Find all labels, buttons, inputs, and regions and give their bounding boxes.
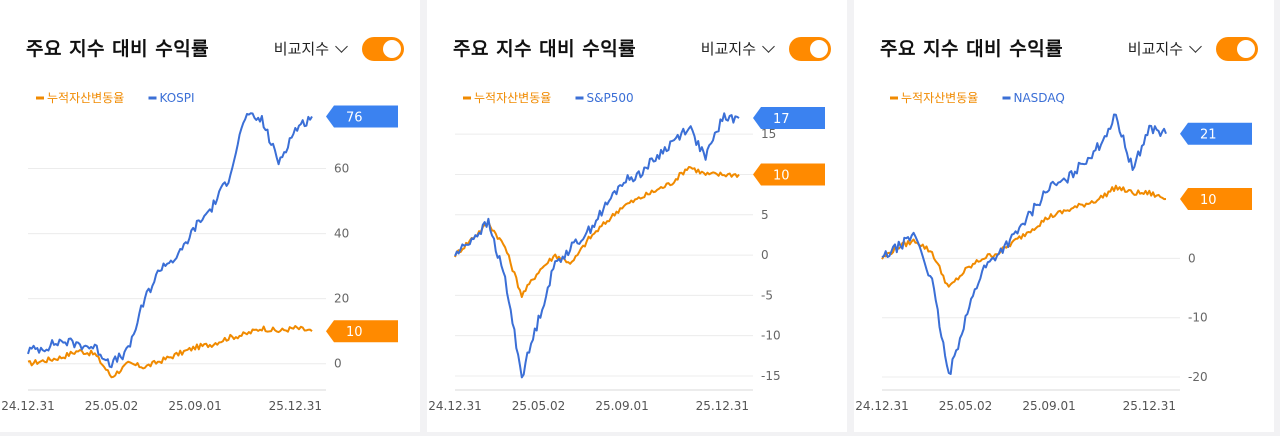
return-card: 주요 지수 대비 수익률 비교지수 0 20 40 60 24.12.31 25.05.0… bbox=[0, 0, 420, 432]
compare-index-dropdown[interactable]: 비교지수 bbox=[1128, 38, 1204, 59]
y-tick-label: -20 bbox=[1188, 370, 1208, 384]
legend-label: NASDAQ bbox=[1014, 91, 1065, 105]
x-tick-label: 25.09.01 bbox=[1022, 399, 1075, 413]
chevron-down-icon bbox=[1189, 40, 1202, 53]
compare-index-dropdown[interactable]: 비교지수 bbox=[701, 38, 777, 59]
legend-label: KOSPI bbox=[160, 91, 195, 105]
series-line-index bbox=[454, 112, 740, 379]
compare-toggle[interactable] bbox=[789, 37, 831, 61]
x-tick-label: 24.12.31 bbox=[855, 399, 908, 413]
x-tick-label: 25.09.01 bbox=[595, 399, 648, 413]
y-tick-label: -5 bbox=[761, 288, 773, 302]
toggle-knob bbox=[1237, 40, 1255, 58]
toggle-knob bbox=[810, 40, 828, 58]
x-tick-label: 25.12.31 bbox=[696, 399, 749, 413]
x-tick-label: 25.05.02 bbox=[512, 399, 565, 413]
y-tick-label: 15 bbox=[761, 127, 776, 141]
return-card: 주요 지수 대비 수익률 비교지수 0 -10 -20 24.12.31 25.05.0… bbox=[854, 0, 1274, 432]
y-tick-label: 0 bbox=[761, 248, 769, 262]
y-tick-label: 20 bbox=[334, 292, 349, 306]
series-line-portfolio bbox=[27, 325, 313, 379]
legend-label: 누적자산변동율 bbox=[474, 91, 551, 105]
y-tick-label: 40 bbox=[334, 227, 349, 241]
card-title: 주요 지수 대비 수익률 bbox=[453, 38, 637, 60]
end-value-label: 17 bbox=[773, 112, 790, 127]
series-line-index bbox=[881, 113, 1167, 375]
return-card: 주요 지수 대비 수익률 비교지수 15 10 5 0 -5 -10 -15 24.12.31… bbox=[427, 0, 847, 432]
y-tick-label: -15 bbox=[761, 369, 781, 383]
compare-index-label: 비교지수 bbox=[700, 40, 756, 58]
x-tick-label: 25.12.31 bbox=[269, 399, 322, 413]
card-title: 주요 지수 대비 수익률 bbox=[26, 38, 210, 60]
x-tick-label: 25.09.01 bbox=[168, 399, 221, 413]
series-line-portfolio bbox=[454, 166, 740, 298]
end-value-label: 10 bbox=[346, 325, 363, 340]
series-line-portfolio bbox=[881, 184, 1167, 288]
y-tick-label: 5 bbox=[761, 208, 769, 222]
x-tick-label: 25.05.02 bbox=[939, 399, 992, 413]
compare-index-dropdown[interactable]: 비교지수 bbox=[274, 38, 350, 59]
return-chart: 0 -10 -20 24.12.31 25.05.02 25.09.01 25.12.31 누… bbox=[855, 91, 1252, 413]
end-value-tag bbox=[1180, 188, 1252, 211]
end-value-tag bbox=[1180, 122, 1252, 145]
y-tick-label: -10 bbox=[1188, 311, 1208, 325]
x-tick-label: 24.12.31 bbox=[1, 399, 54, 413]
compare-index-label: 비교지수 bbox=[1127, 40, 1183, 58]
compare-toggle[interactable] bbox=[1216, 37, 1258, 61]
end-value-tag bbox=[753, 107, 825, 130]
legend-label: 누적자산변동율 bbox=[47, 91, 124, 105]
y-tick-label: -10 bbox=[761, 329, 781, 343]
card-title: 주요 지수 대비 수익률 bbox=[880, 38, 1064, 60]
compare-toggle[interactable] bbox=[362, 37, 404, 61]
x-tick-label: 24.12.31 bbox=[428, 399, 481, 413]
legend-label: S&P500 bbox=[587, 91, 634, 105]
return-chart: 15 10 5 0 -5 -10 -15 24.12.31 25.05.02 25.09.01 25… bbox=[428, 91, 825, 413]
end-value-tag bbox=[753, 163, 825, 186]
y-tick-label: 60 bbox=[334, 162, 349, 176]
compare-index-label: 비교지수 bbox=[273, 40, 329, 58]
y-tick-label: 0 bbox=[1188, 251, 1196, 265]
y-tick-label: 0 bbox=[334, 357, 342, 371]
toggle-knob bbox=[383, 40, 401, 58]
end-value-label: 21 bbox=[1200, 128, 1217, 143]
end-value-label: 76 bbox=[346, 111, 363, 126]
chevron-down-icon bbox=[335, 40, 348, 53]
end-value-label: 10 bbox=[773, 168, 790, 183]
legend-label: 누적자산변동율 bbox=[901, 91, 978, 105]
end-value-tag bbox=[326, 105, 398, 128]
x-tick-label: 25.05.02 bbox=[85, 399, 138, 413]
end-value-label: 10 bbox=[1200, 193, 1217, 208]
return-chart: 0 20 40 60 24.12.31 25.05.02 25.09.01 25.12.31 누… bbox=[1, 91, 398, 413]
chevron-down-icon bbox=[762, 40, 775, 53]
end-value-tag bbox=[326, 320, 398, 343]
x-tick-label: 25.12.31 bbox=[1123, 399, 1176, 413]
series-line-index bbox=[27, 112, 313, 369]
